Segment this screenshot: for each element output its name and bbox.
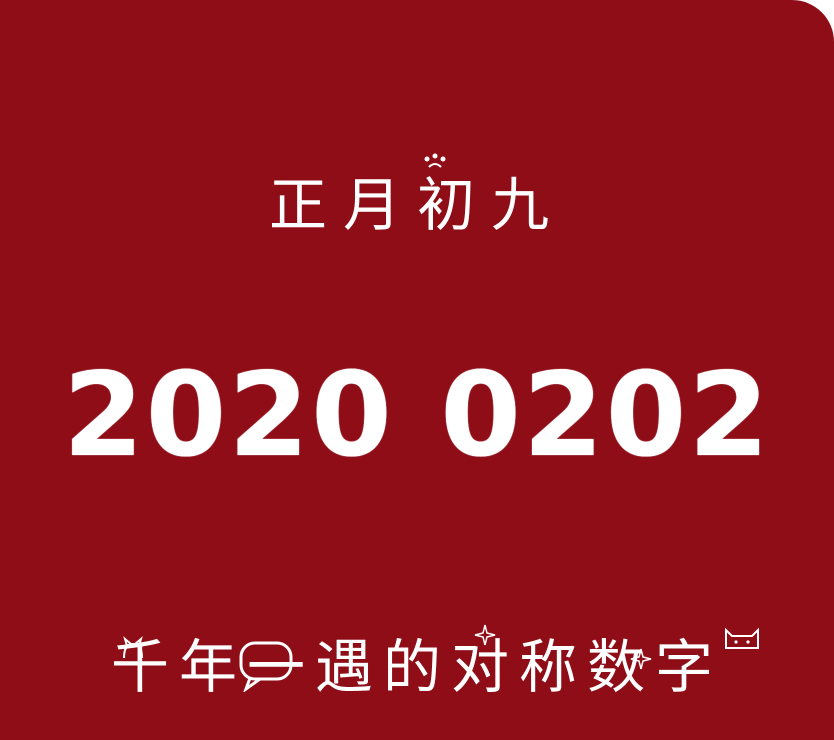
paw-doodle-icon <box>424 153 446 168</box>
symmetric-date-number: 2020 0202 <box>62 348 772 483</box>
speech-bubble-icon <box>239 641 293 692</box>
sparkle-icon <box>474 624 496 646</box>
cat-doodle-icon <box>123 636 143 659</box>
lunar-date-heading: 正月初九 <box>268 171 565 239</box>
slogan-text: 千年一遇的对称数字 <box>110 633 723 701</box>
cat-face-icon <box>725 627 759 649</box>
sparkle-icon-2 <box>630 648 652 670</box>
